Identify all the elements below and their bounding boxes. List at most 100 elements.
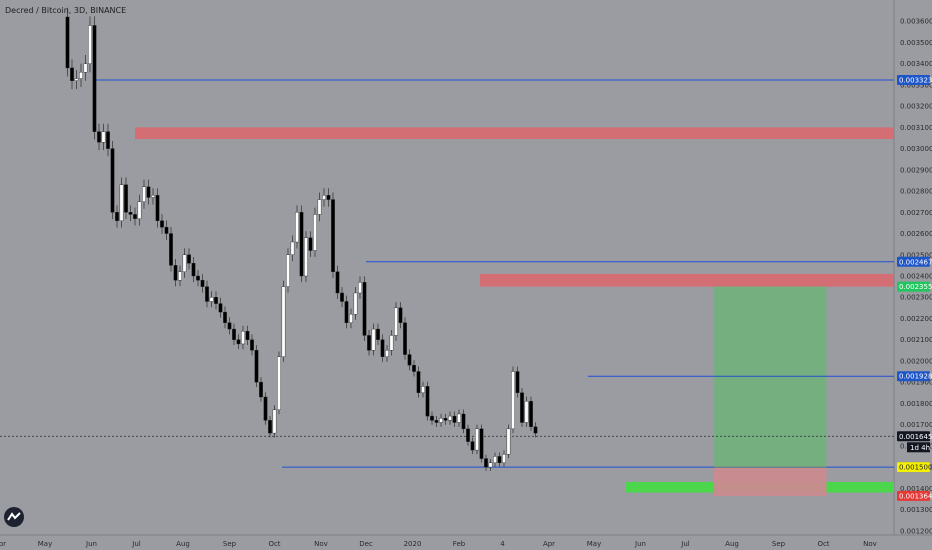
zones-layer bbox=[135, 127, 894, 496]
candle-up bbox=[74, 78, 79, 81]
time-tick-label: Sep bbox=[772, 540, 786, 548]
candle-up bbox=[101, 131, 106, 143]
candle-up bbox=[389, 335, 394, 351]
level-price-badge: 0.003323 bbox=[899, 77, 932, 85]
price-tick-label: 0.003000 bbox=[900, 145, 932, 153]
candle-down bbox=[344, 301, 349, 323]
time-tick-label: Dec bbox=[359, 540, 373, 548]
candle-down bbox=[520, 392, 524, 423]
stop-price-badge: 0.001364 bbox=[899, 492, 932, 500]
level-price-badge-bg bbox=[897, 371, 930, 382]
level-price-badge-bg bbox=[897, 256, 930, 267]
time-tick-label: Aug bbox=[176, 540, 190, 548]
candle-up bbox=[277, 356, 281, 410]
time-tick-label: May bbox=[587, 540, 601, 548]
candle-down bbox=[128, 212, 133, 215]
candle-up bbox=[358, 282, 362, 294]
candle-down bbox=[434, 420, 439, 423]
candle-down bbox=[173, 265, 178, 281]
candle-down bbox=[65, 16, 70, 69]
candle-up bbox=[457, 413, 461, 423]
candle-down bbox=[443, 418, 448, 421]
stop-price-badge-bg bbox=[897, 490, 930, 501]
candle-down bbox=[403, 322, 407, 355]
candle-down bbox=[205, 286, 209, 302]
candle-up bbox=[322, 195, 326, 200]
candles-layer bbox=[65, 7, 538, 471]
candle-down bbox=[160, 220, 164, 228]
tradingview-logo[interactable] bbox=[4, 507, 24, 527]
candle-up bbox=[506, 428, 511, 455]
candle-down bbox=[461, 413, 466, 430]
candle-down bbox=[214, 297, 218, 304]
candle-down bbox=[70, 67, 74, 81]
candle-down bbox=[425, 386, 430, 417]
price-tick-label: 0.002200 bbox=[900, 315, 932, 323]
candle-down bbox=[515, 371, 520, 393]
candle-down bbox=[254, 350, 259, 383]
candle-up bbox=[272, 409, 277, 434]
price-tick-label: 0.003400 bbox=[900, 60, 932, 68]
time-tick-label: Apr bbox=[0, 540, 6, 548]
candle-up bbox=[137, 201, 142, 219]
candle-down bbox=[367, 335, 371, 351]
resistance-zone-2 bbox=[480, 273, 894, 287]
candle-up bbox=[439, 418, 443, 423]
candle-up bbox=[241, 330, 245, 345]
time-tick-label: Jul bbox=[131, 540, 141, 548]
candle-down bbox=[466, 428, 470, 442]
candle-up bbox=[119, 184, 124, 221]
time-axis[interactable]: Apr May Jun Jul Aug Sep Oct Nov Dec 2020 Feb 4 Apr Ma… bbox=[0, 540, 877, 548]
candle-up bbox=[511, 371, 515, 430]
candle-up bbox=[353, 292, 358, 315]
target-price-badge-bg bbox=[897, 281, 930, 292]
candle-down bbox=[380, 339, 385, 357]
price-tick-label: 0.002400 bbox=[900, 272, 932, 280]
candle-down bbox=[196, 275, 200, 281]
candle-up bbox=[448, 415, 452, 421]
candle-down bbox=[362, 282, 367, 336]
position-stop-zone bbox=[714, 467, 827, 496]
candle-down bbox=[497, 456, 502, 464]
price-tick-label: 0.002300 bbox=[900, 294, 932, 302]
price-tick-label: 0.002500 bbox=[900, 251, 932, 259]
candle-down bbox=[250, 339, 254, 351]
entry-price-badge-bg bbox=[897, 462, 930, 473]
candle-up bbox=[488, 462, 493, 468]
price-tick-label: 0.001400 bbox=[900, 485, 932, 493]
candle-down bbox=[245, 330, 250, 340]
time-tick-label: Jun bbox=[634, 540, 646, 548]
price-tick-label: 0.002700 bbox=[900, 209, 932, 217]
time-tick-label: Apr bbox=[543, 540, 555, 548]
candle-up bbox=[182, 254, 187, 272]
candle-down bbox=[484, 458, 488, 468]
candle-down bbox=[308, 237, 313, 251]
price-tick-label: 0.003100 bbox=[900, 124, 932, 132]
candle-up bbox=[493, 456, 497, 464]
time-tick-label: 4 bbox=[500, 540, 505, 548]
price-tick-label: 0.002000 bbox=[900, 357, 932, 365]
candle-up bbox=[178, 271, 182, 281]
price-tick-label: 0.003300 bbox=[900, 81, 932, 89]
candle-down bbox=[92, 25, 97, 132]
candle-up bbox=[304, 237, 308, 277]
candle-down bbox=[236, 339, 241, 345]
candle-down bbox=[533, 426, 538, 434]
price-axis[interactable]: 0.003600 0.003500 0.003400 0.003300 0.003200… bbox=[900, 18, 932, 536]
time-tick-label: Aug bbox=[725, 540, 739, 548]
price-tick-label: 0.001300 bbox=[900, 506, 932, 514]
candle-down bbox=[200, 280, 205, 287]
candle-up bbox=[88, 25, 92, 64]
candle-down bbox=[191, 263, 196, 277]
price-tick-label: 0.002600 bbox=[900, 230, 932, 238]
candle-down bbox=[169, 233, 173, 266]
candle-up bbox=[83, 63, 88, 73]
candle-up bbox=[142, 186, 146, 202]
position-target-zone bbox=[714, 286, 827, 468]
candle-down bbox=[430, 415, 434, 421]
candle-down bbox=[376, 328, 380, 340]
candle-down bbox=[259, 381, 263, 398]
time-tick-label: Nov bbox=[314, 540, 328, 548]
candle-down bbox=[97, 131, 101, 143]
